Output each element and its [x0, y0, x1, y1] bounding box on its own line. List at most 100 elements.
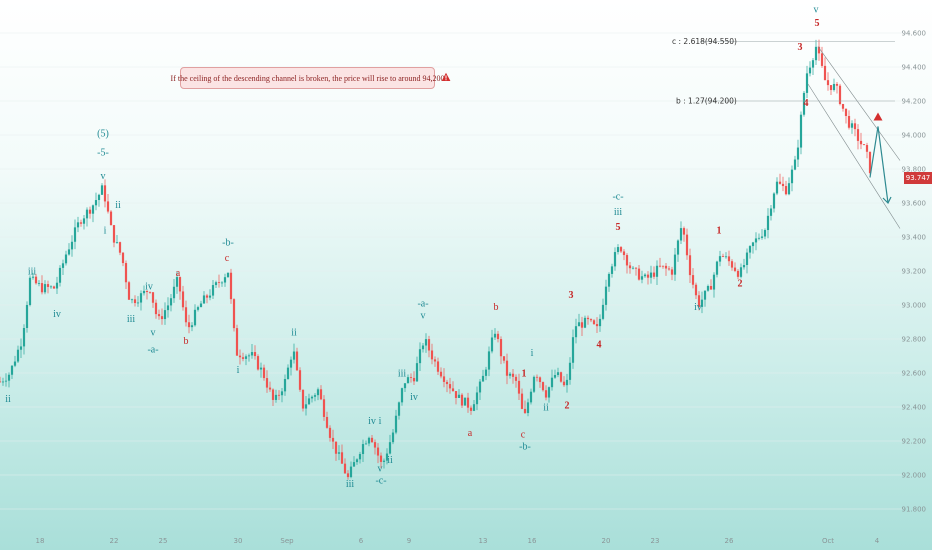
candle-body [277, 394, 281, 396]
candle-body [151, 292, 155, 303]
wave-label: i [237, 365, 240, 376]
candle-body [511, 373, 515, 377]
candle-body [727, 256, 731, 262]
candle-body [67, 249, 71, 255]
candle-body [424, 339, 428, 346]
candle-body [829, 85, 833, 91]
candle-body [793, 159, 797, 170]
candle-body [847, 115, 851, 128]
candle-body [811, 60, 815, 68]
candle-body [676, 240, 680, 255]
candle-body [421, 345, 425, 350]
candle-body [688, 255, 692, 276]
candle-body [259, 367, 263, 370]
wave-label: iv [410, 392, 418, 403]
candle-body [397, 402, 401, 416]
candle-body [400, 388, 404, 403]
candle-body [97, 194, 101, 201]
candle-body [205, 295, 209, 298]
candle-body [673, 254, 677, 275]
price-tick-label: 92.200 [902, 438, 927, 446]
candle-body [70, 241, 74, 250]
candle-body [40, 283, 44, 293]
candle-body [439, 371, 443, 377]
candle-body [664, 265, 668, 269]
candle-body [742, 265, 746, 268]
candle-body [475, 392, 479, 405]
projection-arrow [869, 126, 892, 205]
candle-body [223, 277, 227, 283]
candle-body [841, 104, 845, 109]
candle-body [442, 376, 446, 382]
candle-body [319, 389, 323, 400]
candle-body [796, 147, 800, 160]
wave-label: ii [543, 402, 549, 413]
candle-body [286, 367, 290, 380]
candle-body [34, 276, 38, 284]
descending-channel [807, 46, 901, 229]
wave-label: iii [346, 479, 355, 490]
wave-label: v [151, 328, 156, 339]
wave-label: iv [694, 302, 702, 313]
candle-body [865, 145, 869, 152]
candle-body [658, 265, 662, 267]
candle-body [715, 261, 719, 275]
wave-label: -a- [147, 345, 158, 356]
price-tick-label: 93.800 [902, 166, 927, 174]
candle-body [625, 255, 629, 266]
wave-label: c [521, 430, 526, 441]
candle-body [535, 376, 539, 378]
candle-body [181, 291, 185, 308]
candle-body [814, 46, 818, 61]
candle-body [415, 363, 419, 382]
candle-body [856, 129, 860, 141]
candle-body [352, 462, 356, 467]
wave-label: iii [398, 368, 407, 379]
candle-body [334, 441, 338, 454]
candle-body [214, 282, 218, 286]
candle-body [382, 460, 386, 462]
annotation-callout[interactable]: If the ceiling of the descending channel… [171, 67, 444, 89]
candle-body [253, 352, 257, 357]
wave-label: -b- [222, 238, 234, 249]
candle-body [751, 242, 755, 247]
wave-label: 1 [522, 368, 527, 379]
candle-body [679, 228, 683, 241]
candle-body [94, 200, 98, 206]
candle-body [508, 373, 512, 376]
price-tick-label: 92.000 [902, 472, 927, 480]
candle-body [478, 381, 482, 393]
candle-body [427, 339, 431, 351]
candle-body [301, 389, 305, 409]
candle-body [157, 314, 161, 317]
candle-body [472, 404, 476, 411]
candle-body [826, 80, 830, 86]
candle-body [694, 284, 698, 296]
candle-body [853, 123, 857, 130]
candle-body [700, 299, 704, 307]
candle-body [622, 251, 626, 256]
candle-body [52, 286, 56, 289]
candle-body [634, 267, 638, 269]
wave-label: iv [53, 309, 61, 320]
candle-body [145, 290, 149, 292]
current-price-value: 93.747 [905, 174, 931, 182]
candle-body [112, 225, 116, 243]
time-tick-label: Oct [822, 537, 834, 545]
candle-body [766, 215, 770, 231]
candle-body [712, 274, 716, 290]
time-tick-label: 22 [110, 537, 119, 545]
wave-label: 2 [738, 278, 743, 289]
price-tick-label: 92.800 [902, 336, 927, 344]
candle-body [670, 269, 674, 275]
candle-body [559, 372, 563, 382]
candle-body [580, 322, 584, 328]
time-tick-label: 9 [407, 537, 411, 545]
candle-body [229, 272, 233, 300]
candle-body [220, 282, 224, 284]
candle-body [469, 407, 473, 411]
time-tick-label: 25 [159, 537, 168, 545]
candle-body [28, 277, 32, 305]
candle-body [175, 277, 179, 287]
